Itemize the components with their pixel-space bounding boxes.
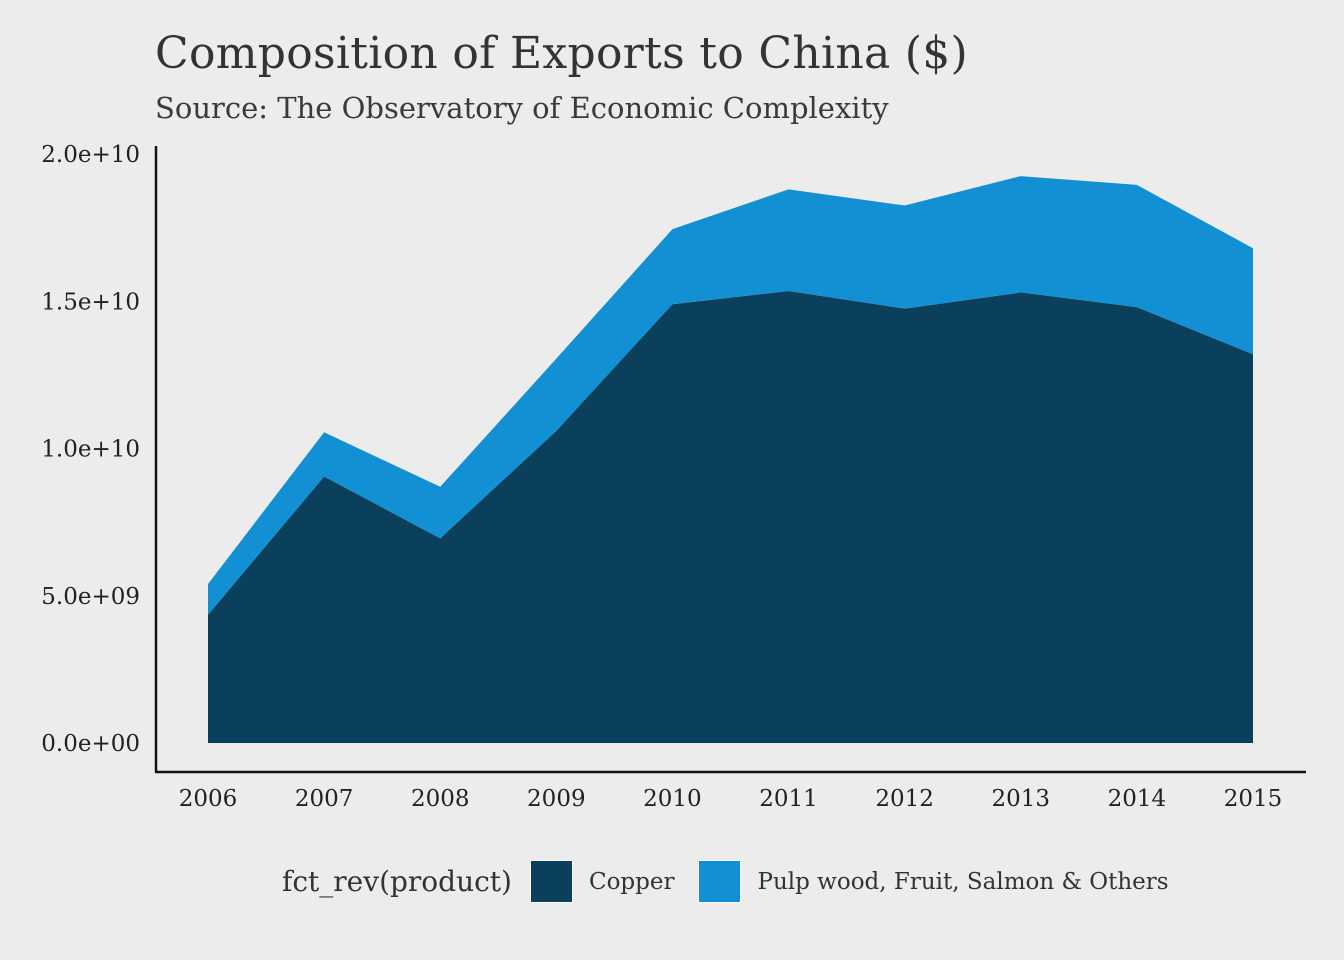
area-series-group	[208, 176, 1253, 743]
y-tick-label: 1.0e+10	[41, 437, 140, 463]
x-tick-label: 2013	[992, 786, 1051, 812]
y-tick-labels: 0.0e+00 5.0e+09 1.0e+10 1.5e+10 2.0e+10	[41, 142, 140, 757]
legend-label-copper: Copper	[588, 868, 675, 895]
legend-item-copper: Copper	[529, 860, 675, 903]
area-series-0	[208, 290, 1253, 743]
legend-swatch-others	[698, 860, 742, 903]
x-tick-label: 2008	[411, 786, 470, 812]
area-series-1	[208, 176, 1253, 615]
legend-swatch-copper	[529, 860, 573, 903]
y-tick-label: 1.5e+10	[41, 289, 140, 315]
x-tick-label: 2014	[1108, 786, 1167, 812]
legend-item-others: Pulp wood, Fruit, Salmon & Others	[698, 860, 1169, 903]
chart-subtitle: Source: The Observatory of Economic Comp…	[155, 91, 889, 125]
x-tick-label: 2007	[295, 786, 354, 812]
x-tick-label: 2010	[643, 786, 702, 812]
y-tick-label: 5.0e+09	[41, 584, 140, 610]
chart-title: Composition of Exports to China ($)	[155, 28, 969, 79]
x-tick-label: 2012	[875, 786, 934, 812]
legend: fct_rev(product) Copper Pulp wood, Fruit…	[282, 860, 1193, 903]
x-tick-label: 2015	[1224, 786, 1283, 812]
x-tick-label: 2006	[179, 786, 238, 812]
legend-label-others: Pulp wood, Fruit, Salmon & Others	[757, 868, 1169, 895]
x-tick-label: 2011	[759, 786, 818, 812]
x-tick-label: 2009	[527, 786, 586, 812]
y-tick-label: 0.0e+00	[41, 731, 140, 757]
x-tick-labels: 2006 2007 2008 2009 2010 2011 2012 2013 2014 2015	[179, 786, 1283, 812]
legend-title: fct_rev(product)	[282, 865, 512, 898]
axes-group	[154, 146, 1306, 774]
y-tick-label: 2.0e+10	[41, 142, 140, 168]
